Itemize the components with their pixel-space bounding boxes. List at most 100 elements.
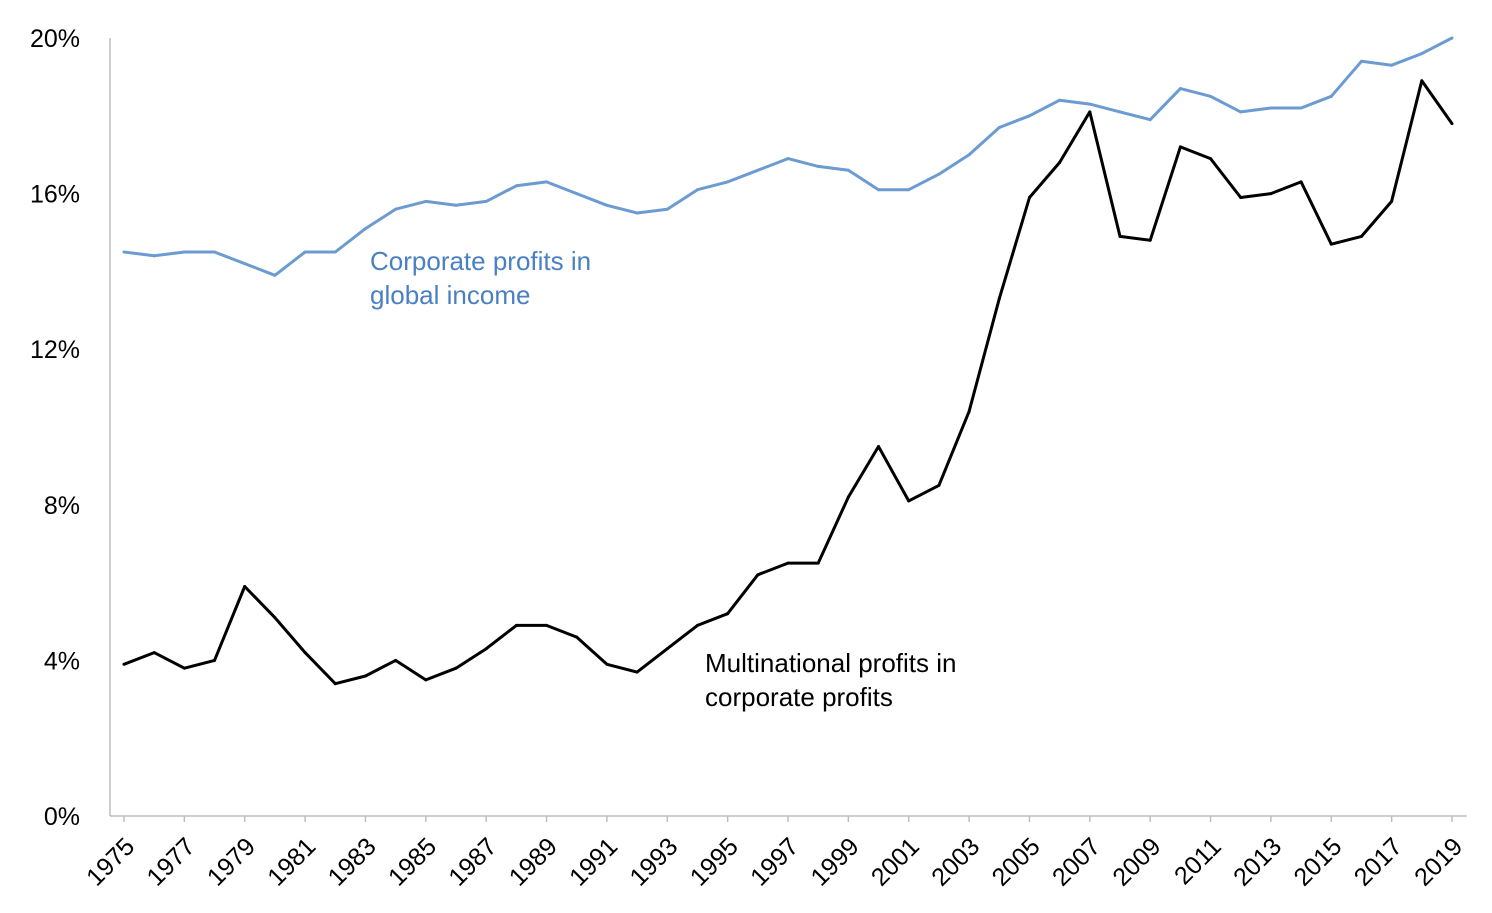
data-point-corporate [182,250,186,254]
data-point-multinational [1299,180,1303,184]
data-point-multinational [1027,195,1031,199]
data-point-corporate [997,125,1001,129]
data-point-corporate [726,180,730,184]
data-point-multinational [545,623,549,627]
annotation-corporate-line-2: global income [370,280,530,310]
series-points [122,36,1454,686]
data-point-multinational [1118,234,1122,238]
data-point-multinational [1088,110,1092,114]
data-point-corporate [1058,98,1062,102]
data-point-corporate [1450,36,1454,40]
data-point-corporate [1027,114,1031,118]
data-point-corporate [273,273,277,277]
data-point-corporate [1329,94,1333,98]
data-point-multinational [605,662,609,666]
data-point-corporate [575,192,579,196]
data-point-multinational [1269,192,1273,196]
data-point-corporate [243,262,247,266]
x-tick-label: 1981 [262,832,321,891]
x-tick-label: 1977 [141,832,200,891]
data-point-multinational [213,658,217,662]
data-point-corporate [756,168,760,172]
data-point-corporate [1088,102,1092,106]
x-tick-label: 2015 [1288,832,1347,891]
x-tick-label: 1993 [624,832,683,891]
data-point-corporate [816,164,820,168]
data-point-corporate [333,250,337,254]
data-point-multinational [333,682,337,686]
x-tick-label: 1989 [504,832,563,891]
series-line-multinational [123,79,1454,686]
annotation-multinational-line-2: corporate profits [705,682,893,712]
data-point-corporate [846,168,850,172]
x-tick-label: 2005 [987,832,1046,891]
data-point-multinational [877,444,881,448]
data-point-multinational [937,483,941,487]
x-tick-label: 2019 [1409,832,1468,891]
y-tick-label: 8% [44,492,80,520]
data-point-multinational [575,635,579,639]
data-point-corporate [635,211,639,215]
x-tick-label: 2009 [1107,832,1166,891]
data-point-corporate [122,250,126,254]
data-point-corporate [394,207,398,211]
data-point-multinational [1329,242,1333,246]
data-point-multinational [846,495,850,499]
data-point-corporate [665,207,669,211]
x-tick-label: 1975 [81,832,140,891]
data-point-corporate [695,188,699,192]
data-point-corporate [1390,63,1394,67]
x-tick-label: 2017 [1349,832,1408,891]
x-tick-label: 1997 [745,832,804,891]
data-point-multinational [394,658,398,662]
data-point-multinational [182,666,186,670]
data-point-multinational [695,623,699,627]
data-point-multinational [424,678,428,682]
data-point-multinational [726,612,730,616]
data-point-multinational [665,647,669,651]
data-point-multinational [122,662,126,666]
data-point-multinational [1390,199,1394,203]
data-point-multinational [243,584,247,588]
data-point-corporate [786,157,790,161]
y-tick-label: 16% [30,181,80,209]
y-axis-ticks: 0% 4% 8% 12% 16% 20% [30,25,80,831]
data-point-corporate [152,254,156,258]
data-point-multinational [1420,79,1424,83]
x-tick-label: 1979 [202,832,261,891]
data-point-multinational [1058,160,1062,164]
data-point-multinational [907,499,911,503]
data-point-corporate [967,153,971,157]
data-point-multinational [1450,122,1454,126]
data-point-corporate [514,184,518,188]
data-point-multinational [816,561,820,565]
data-point-multinational [1209,157,1213,161]
y-tick-label: 12% [30,336,80,364]
data-point-multinational [484,647,488,651]
x-axis-ticks: 1975 1977 1979 1981 1983 1985 1987 1989 1991 1993… [81,816,1468,892]
annotation-multinational-line-1: Multinational profits in [705,648,956,678]
data-point-corporate [1118,110,1122,114]
x-tick-label: 1983 [323,832,382,891]
data-point-corporate [1239,110,1243,114]
annotation-corporate-line-1: Corporate profits in [370,246,591,276]
x-tick-label: 2011 [1169,832,1227,890]
x-tick-label: 2003 [926,832,985,891]
y-tick-label: 0% [44,803,80,831]
data-point-corporate [454,203,458,207]
data-point-multinational [967,409,971,413]
data-point-multinational [152,651,156,655]
y-tick-label: 4% [44,647,80,675]
x-tick-label: 1985 [383,832,442,891]
data-point-corporate [213,250,217,254]
data-point-corporate [1178,87,1182,91]
data-point-corporate [1420,52,1424,56]
data-point-multinational [1148,238,1152,242]
data-point-multinational [363,674,367,678]
data-point-multinational [635,670,639,674]
data-point-corporate [1269,106,1273,110]
data-point-corporate [545,180,549,184]
data-point-corporate [1209,94,1213,98]
data-point-corporate [1148,118,1152,122]
